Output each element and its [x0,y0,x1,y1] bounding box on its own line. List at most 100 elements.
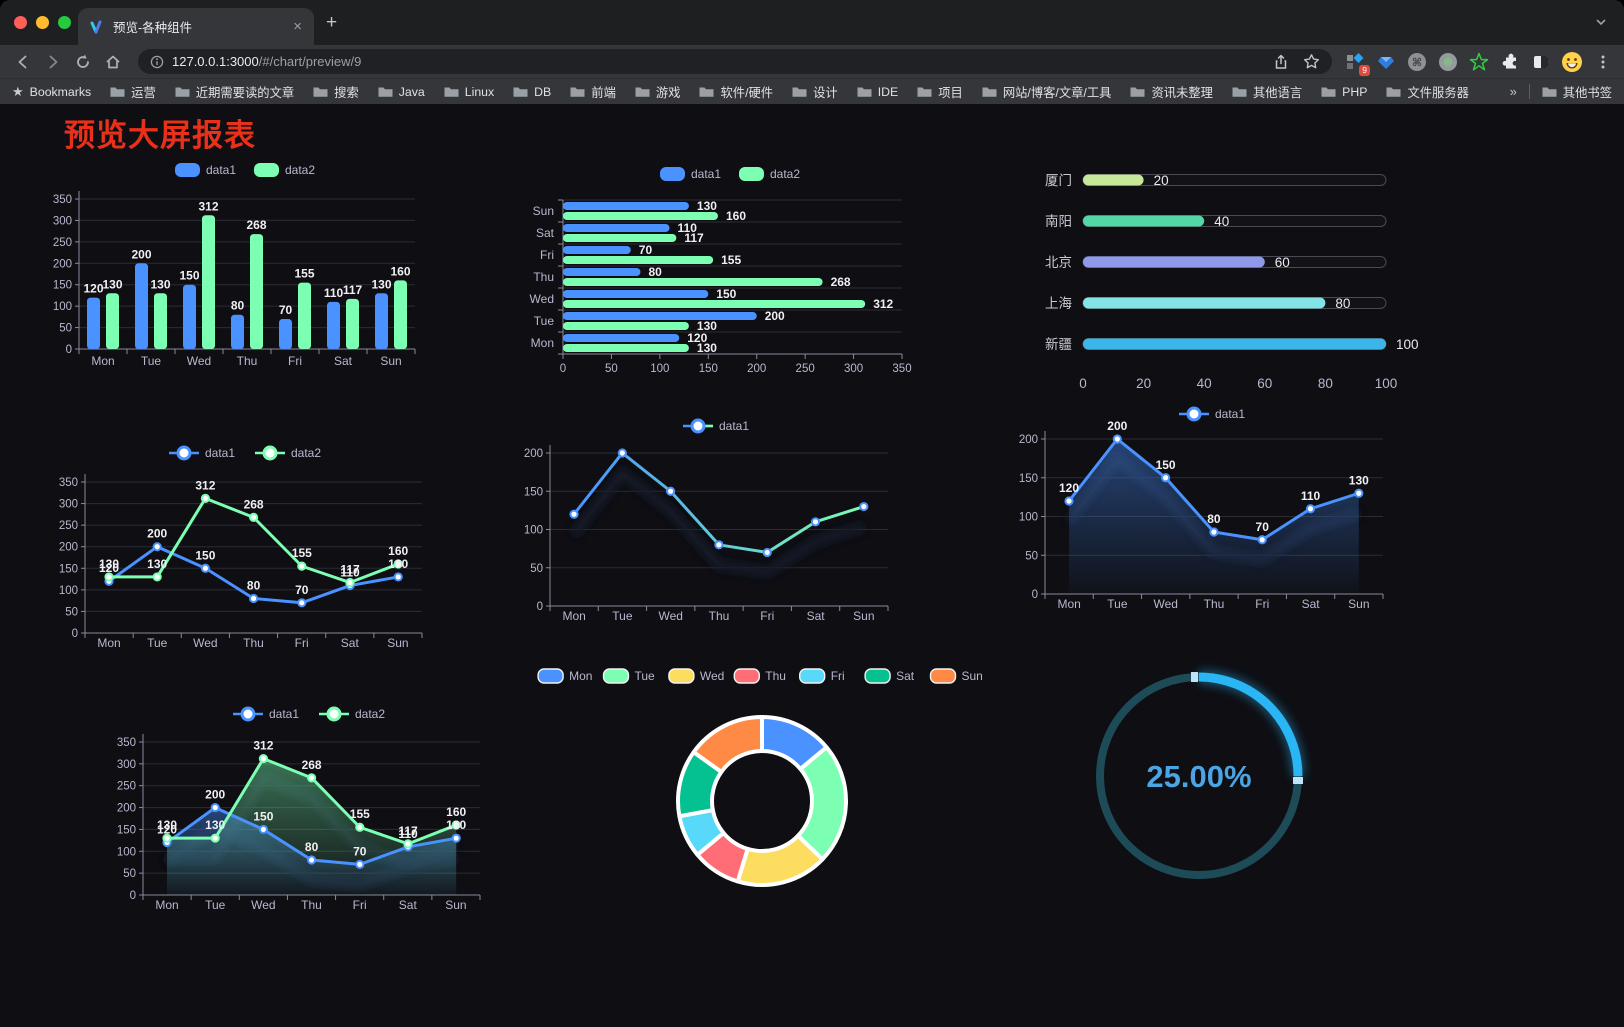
line-chart-two-series[interactable]: 0 50 100 150 200 250 300 350 Mon Tue Wed Thu Fri Sat S… [40,426,460,661]
legend-item-Tue[interactable]: Tue [602,668,656,684]
legend-item-data1[interactable]: data1 [683,418,749,434]
bookmarks-overflow-chevron[interactable]: » [1509,84,1517,99]
bookmark-star-icon[interactable] [1303,53,1320,70]
url-path: /#/chart/preview/9 [258,54,362,69]
legend-item-data1[interactable]: data1 [1179,406,1245,422]
bookmark-folder[interactable]: Java [378,83,425,101]
bar [563,256,714,264]
page-title: 预览大屏报表 [64,118,256,153]
legend-item-Mon[interactable]: Mon [537,668,592,684]
svg-text:Tue: Tue [612,609,633,623]
bookmark-folder[interactable]: 近期需要读的文章 [175,83,294,101]
data-point [666,486,676,496]
browser-tab[interactable]: 预览-各种组件 × [78,8,314,45]
line-chart-gradient[interactable]: 0 50 100 150 200 Mon Tue Wed Thu Fri Sat Sun data1 [500,401,920,631]
bookmark-folder[interactable]: 网站/博客/文章/工具 [982,83,1111,101]
bar [563,234,677,242]
bar-series-data1[interactable] [563,202,757,342]
grouped-bar-chart[interactable]: 0 50 100 150 200 250 300 350 Mon Tue Wed Thu Fri Sat S… [40,151,460,386]
home-button[interactable] [100,49,126,75]
gauge-chart[interactable]: 25.00% [1080,656,1340,906]
address-bar[interactable]: 127.0.0.1:3000/#/chart/preview/9 [138,49,1332,74]
extension-star-icon[interactable] [1468,51,1490,73]
data-point [1112,434,1122,444]
extension-grid-icon[interactable]: 9 [1344,51,1370,76]
svg-text:155: 155 [294,267,314,281]
tab-close-icon[interactable]: × [293,18,302,35]
bookmark-folder[interactable]: 软件/硬件 [699,83,773,101]
url-text[interactable]: 127.0.0.1:3000/#/chart/preview/9 [172,54,361,69]
progress-row-上海[interactable]: 上海 80 [1045,296,1387,311]
bookmark-folder[interactable]: Linux [444,83,494,101]
bar-series-data2[interactable] [563,212,866,352]
zoom-window-button[interactable] [58,16,71,29]
donut-chart[interactable]: Mon Tue Wed Thu Fri Sat Sun [537,661,983,901]
bookmark-folder[interactable]: DB [513,83,551,101]
site-info-icon[interactable] [150,55,164,69]
progress-row-北京[interactable]: 北京 60 [1045,255,1387,270]
bookmark-folder[interactable]: 运营 [110,83,156,101]
legend-item-data2[interactable]: data2 [254,163,315,177]
folder-icon [1321,87,1336,97]
bookmark-folder[interactable]: 项目 [917,83,963,101]
bookmark-folder[interactable]: PHP [1321,83,1367,101]
minimize-window-button[interactable] [36,16,49,29]
progress-row-南阳[interactable]: 南阳 40 [1045,214,1387,229]
data-point [307,773,317,783]
svg-text:0: 0 [66,344,72,356]
horizontal-bar-chart[interactable]: 0 50 100 150 200 250 300 350 Sun Sat Fri Thu Wed Tue M… [500,156,920,376]
svg-text:40: 40 [1197,376,1212,391]
progress-row-新疆[interactable]: 新疆 100 [1045,337,1419,352]
profile-avatar-emoji[interactable] [1561,51,1583,73]
gauge-end-cap [1293,777,1303,784]
svg-text:80: 80 [1318,376,1333,391]
extension-command-icon[interactable]: ⌘ [1406,51,1428,73]
area-chart-single[interactable]: 0 50 100 150 200 Mon Tue Wed Thu Fri Sat Sun 120 200 1… [980,396,1410,621]
legend-item-Fri[interactable]: Fri [798,668,845,684]
legend-item-Sun[interactable]: Sun [929,668,983,684]
legend-item-Thu[interactable]: Thu [733,668,786,684]
legend-item-data2[interactable]: data2 [255,445,321,461]
svg-text:data1: data1 [691,167,721,181]
legend-item-Sat[interactable]: Sat [864,668,915,684]
bookmark-folder[interactable]: 文件服务器 [1386,83,1469,101]
bookmark-folder[interactable]: IDE [857,83,898,101]
bookmark-folder[interactable]: 搜索 [313,83,359,101]
data-point [451,820,461,830]
legend-item-Wed[interactable]: Wed [668,668,724,684]
data-point [1209,527,1219,537]
extension-dot-icon[interactable] [1437,51,1459,73]
svg-text:117: 117 [343,283,363,297]
bookmark-folder[interactable]: 其他语言 [1232,83,1302,101]
other-bookmarks[interactable]: 其他书签 [1542,83,1612,101]
reload-button[interactable] [70,49,96,75]
legend-item-data1[interactable]: data1 [233,706,299,722]
extension-gem-icon[interactable] [1375,51,1397,73]
bookmark-folder[interactable]: 设计 [792,83,838,101]
bookmark-folder[interactable]: 资讯未整理 [1130,83,1213,101]
bookmarks-root[interactable]: ★ Bookmarks [12,84,91,100]
legend-item-data1[interactable]: data1 [175,163,236,177]
legend-item-data1[interactable]: data1 [169,445,235,461]
extensions-puzzle-icon[interactable] [1499,51,1521,73]
legend-item-data2[interactable]: data2 [739,167,800,181]
area-chart-two-series[interactable]: 0 50 100 150 200 250 300 350 Mon Tue Wed Thu Fri Sat S… [100,691,500,926]
bar-series-data2[interactable] [106,215,407,349]
legend-item-data2[interactable]: data2 [319,706,385,722]
back-button[interactable] [10,49,36,75]
legend-item-data1[interactable]: data1 [660,167,721,181]
extension-split-icon[interactable] [1530,51,1552,73]
progress-row-厦门[interactable]: 厦门 20 [1045,173,1387,188]
pie-slice-Sun[interactable] [691,715,764,774]
close-window-button[interactable] [14,16,27,29]
progress-bar-chart[interactable]: 厦门 20 南阳 40 北京 60 上海 80 新疆 100 0 20 40 60 80 100 [960,151,1430,396]
menu-kebab-icon[interactable] [1592,51,1614,73]
bookmark-folder[interactable]: 前端 [570,83,616,101]
share-icon[interactable] [1273,54,1289,70]
bar-series-data1[interactable] [87,263,388,349]
svg-text:350: 350 [59,477,78,489]
new-tab-button[interactable]: + [326,12,338,33]
tab-search-chevron-icon[interactable] [1594,15,1608,29]
bookmark-folder[interactable]: 游戏 [635,83,680,101]
forward-button[interactable] [40,49,66,75]
